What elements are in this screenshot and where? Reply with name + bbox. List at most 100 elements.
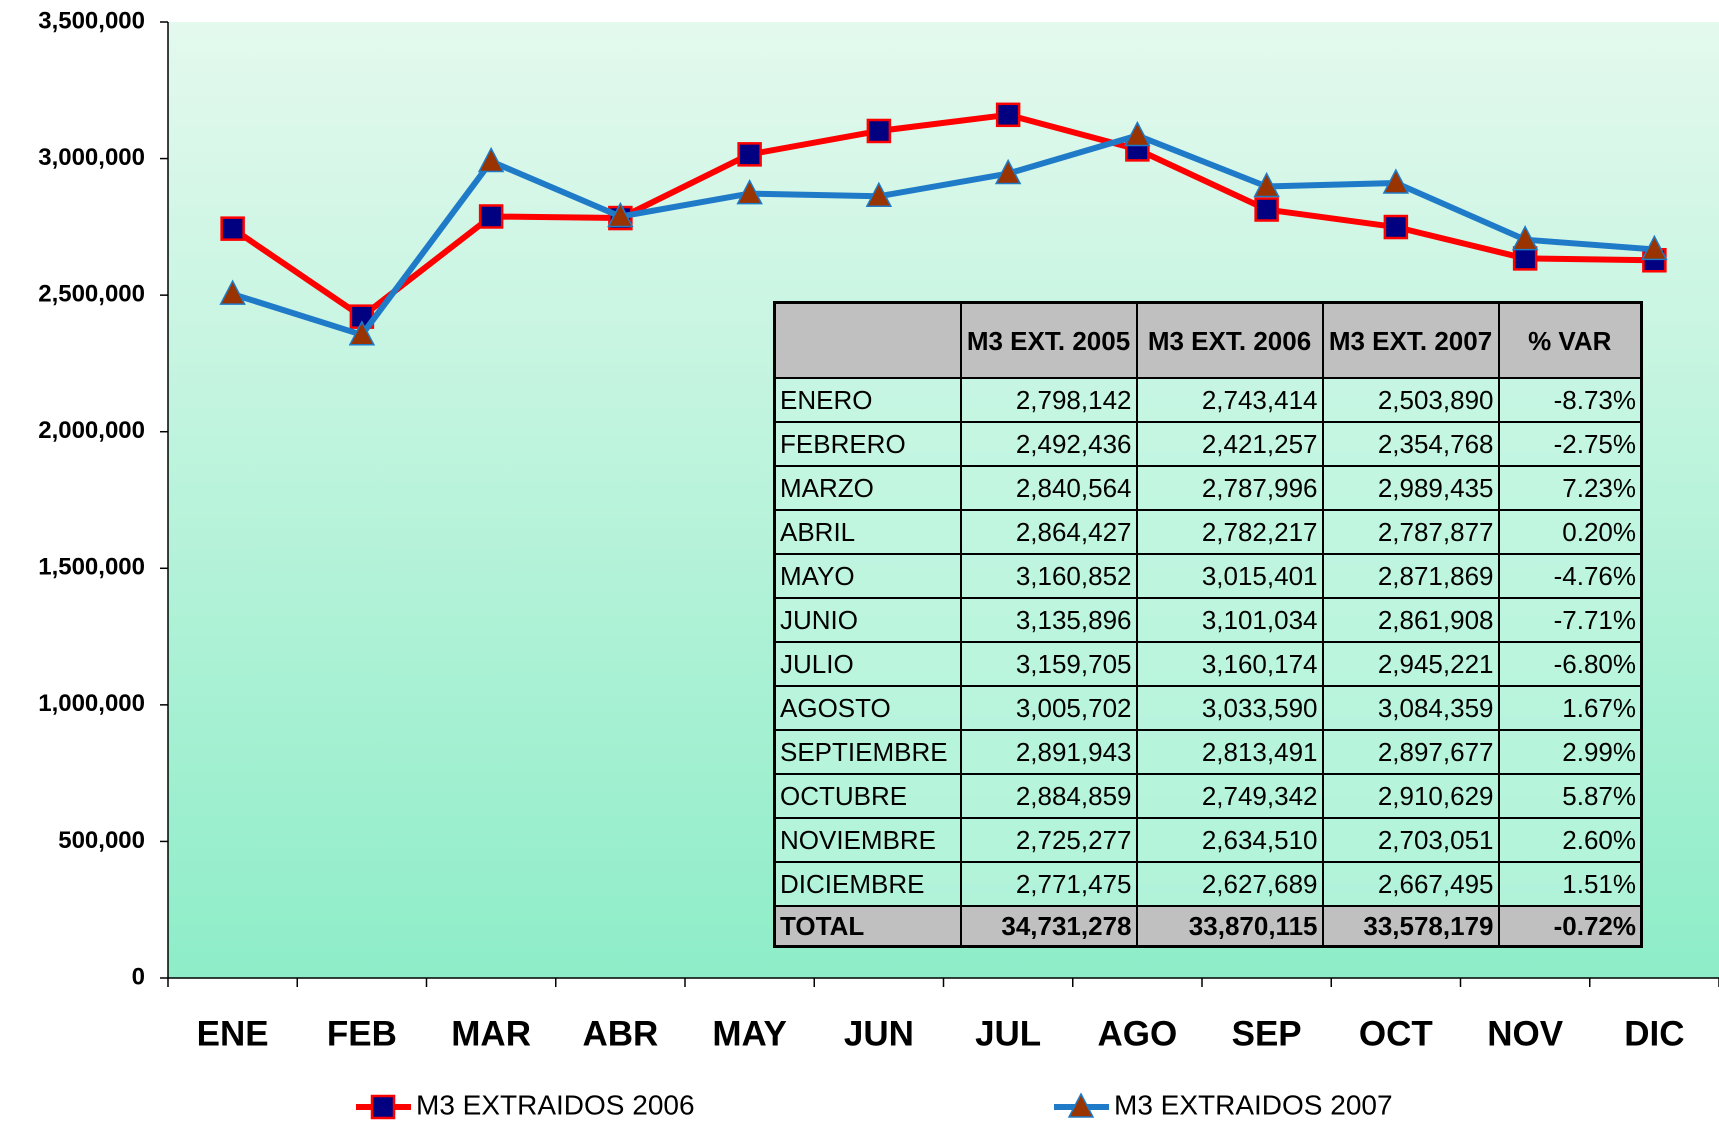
legend-marker: [1067, 1092, 1095, 1118]
header-cell: % VAR: [1497, 301, 1643, 379]
point: [1124, 120, 1151, 147]
table-cell: 2,787,877: [1321, 509, 1500, 555]
point: [866, 118, 892, 144]
table-row: SEPTIEMBRE 2,891,943 2,813,491 2,897,677 2.9…: [773, 729, 1643, 775]
table-cell: 3,160,174: [1135, 641, 1324, 687]
point: [1511, 225, 1539, 251]
header-cell: M3 EXT. 2005: [959, 301, 1138, 379]
table-cell: 33,870,115: [1135, 905, 1324, 948]
y-tick-label: 2,500,000: [38, 280, 145, 307]
table-cell: 2,989,435: [1321, 465, 1500, 511]
table-row: ABRIL 2,864,427 2,782,217 2,787,877 0.20%: [773, 509, 1643, 555]
table-cell: ENERO: [773, 377, 962, 423]
x-tick-label: ENE: [197, 1014, 269, 1053]
table-cell: FEBRERO: [773, 421, 962, 467]
series-line: [230, 111, 1655, 320]
y-tick-label: 3,500,000: [38, 7, 145, 34]
table-cell: 34,731,278: [959, 905, 1138, 948]
table-cell: MARZO: [773, 465, 962, 511]
table-cell: 33,578,179: [1321, 905, 1500, 948]
table-cell: DICIEMBRE: [773, 861, 962, 907]
x-tick-label: MAY: [712, 1014, 787, 1053]
table-cell: 2,627,689: [1135, 861, 1324, 907]
table-row: OCTUBRE 2,884,859 2,749,342 2,910,629 5.87%: [773, 773, 1643, 819]
table-cell: 2,840,564: [959, 465, 1138, 511]
table-cell: 2,910,629: [1321, 773, 1500, 819]
x-tick-label: AGO: [1098, 1014, 1178, 1053]
table-cell: 5.87%: [1497, 773, 1643, 819]
y-tick-label: 1,000,000: [38, 690, 145, 717]
point: [220, 216, 245, 241]
table-cell: 3,005,702: [959, 685, 1138, 731]
point: [1382, 168, 1410, 194]
point: [1383, 214, 1409, 240]
x-tick-label: MAR: [451, 1014, 531, 1053]
table-cell: 2,787,996: [1135, 465, 1324, 511]
table-cell: 2,945,221: [1321, 641, 1500, 687]
table-cell: 3,084,359: [1321, 685, 1500, 731]
table-cell: 2,861,908: [1321, 597, 1500, 643]
table-cell: -8.73%: [1497, 377, 1643, 423]
point: [995, 102, 1021, 128]
header-cell: [773, 301, 962, 379]
table-row: JULIO 3,159,705 3,160,174 2,945,221 -6.80%: [773, 641, 1643, 687]
point: [478, 204, 504, 229]
point: [737, 142, 762, 167]
point: [219, 279, 246, 305]
table-cell: 2,897,677: [1321, 729, 1500, 775]
point: [1512, 246, 1538, 271]
table-cell: 2,884,859: [959, 773, 1138, 819]
table-row: ENERO 2,798,142 2,743,414 2,503,890 -8.73%: [773, 377, 1643, 423]
table-cell: NOVIEMBRE: [773, 817, 962, 863]
table-row: FEBRERO 2,492,436 2,421,257 2,354,768 -2.75%: [773, 421, 1643, 467]
table-cell: 2,864,427: [959, 509, 1138, 555]
table-cell: 2.99%: [1497, 729, 1643, 775]
y-tick-label: 1,500,000: [38, 554, 145, 581]
table-cell: 3,033,590: [1135, 685, 1324, 731]
x-tick-label: NOV: [1487, 1014, 1564, 1053]
table-cell: 2,749,342: [1135, 773, 1324, 819]
table-row: DICIEMBRE 2,771,475 2,627,689 2,667,495 1.51…: [773, 861, 1643, 907]
table-cell: ABRIL: [773, 509, 962, 555]
x-tick-label: SEP: [1232, 1014, 1302, 1053]
legend-label: M3 EXTRAIDOS 2007: [1114, 1089, 1393, 1120]
table-row: MARZO 2,840,564 2,787,996 2,989,435 7.23%: [773, 465, 1643, 511]
table-cell: 2,782,217: [1135, 509, 1324, 555]
point: [865, 181, 893, 208]
table-cell: 1.51%: [1497, 861, 1643, 907]
table-cell: 0.20%: [1497, 509, 1643, 555]
table-cell: -7.71%: [1497, 597, 1643, 643]
y-tick-label: 3,000,000: [38, 144, 145, 171]
point: [736, 178, 763, 205]
table-cell: 3,159,705: [959, 641, 1138, 687]
table-cell: 2,743,414: [1135, 377, 1324, 423]
x-tick-label: ABR: [582, 1014, 658, 1053]
point: [1253, 171, 1280, 198]
table-cell: OCTUBRE: [773, 773, 962, 819]
table-cell: -4.76%: [1497, 553, 1643, 599]
table-cell: 7.23%: [1497, 465, 1643, 511]
table-header: M3 EXT. 2005 M3 EXT. 2006 M3 EXT. 2007% VA…: [773, 301, 1643, 379]
table-cell: 1.67%: [1497, 685, 1643, 731]
table-cell: 2,503,890: [1321, 377, 1500, 423]
x-tick-label: OCT: [1359, 1014, 1433, 1053]
header-cell: M3 EXT. 2007: [1321, 301, 1500, 379]
y-tick-label: 2,000,000: [38, 417, 145, 444]
data-table: M3 EXT. 2005 M3 EXT. 2006 M3 EXT. 2007% VA…: [773, 301, 1643, 948]
legend-label: M3 EXTRAIDOS 2006: [416, 1089, 695, 1120]
table-cell: 2,891,943: [959, 729, 1138, 775]
x-tick-label: DIC: [1624, 1014, 1684, 1053]
point: [994, 158, 1022, 185]
table-row: JUNIO 3,135,896 3,101,034 2,861,908 -7.71%: [773, 597, 1643, 643]
table-cell: 2,667,495: [1321, 861, 1500, 907]
table-cell: 3,015,401: [1135, 553, 1324, 599]
table-cell: 2,703,051: [1321, 817, 1500, 863]
table-cell: 3,101,034: [1135, 597, 1324, 643]
table-cell: -2.75%: [1497, 421, 1643, 467]
legend-marker: [370, 1094, 396, 1120]
x-tick-label: FEB: [327, 1014, 397, 1053]
table-cell: 2.60%: [1497, 817, 1643, 863]
table-cell: 2,421,257: [1135, 421, 1324, 467]
table-cell: 2,634,510: [1135, 817, 1324, 863]
